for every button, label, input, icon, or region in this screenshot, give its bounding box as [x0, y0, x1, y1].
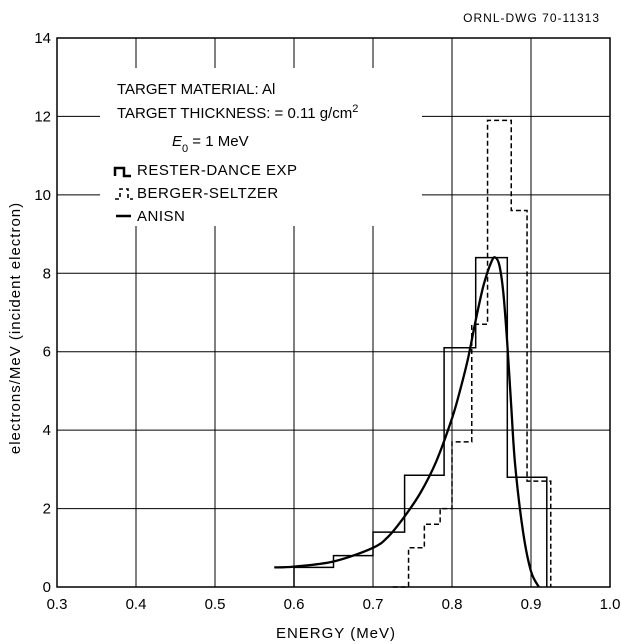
target-thickness-sup: 2 — [352, 103, 358, 115]
target-thickness-text: TARGET THICKNESS: = 0.11 g/cm — [117, 105, 352, 122]
drawing-number: ORNL-DWG 70-11313 — [463, 11, 600, 25]
series-rester-dance-exp — [293, 256, 548, 587]
y-tick-label: 2 — [43, 501, 51, 518]
plot-frame — [56, 37, 611, 588]
y-tick-label: 10 — [34, 187, 51, 204]
series-berger-seltzer — [392, 119, 552, 588]
incident-energy-var: E — [172, 133, 183, 150]
x-tick-label: 0.3 — [47, 596, 68, 613]
x-tick-label: 0.8 — [442, 596, 463, 613]
incident-energy-sub: 0 — [182, 143, 188, 155]
y-tick-label: 0 — [43, 579, 51, 596]
legend-swatch-rester-dance — [113, 166, 131, 178]
legend-label-berger-seltzer: BERGER-SELTZER — [137, 185, 279, 202]
legend-label-rester-dance: RESTER-DANCE EXP — [137, 162, 298, 179]
y-tick-label: 12 — [34, 108, 51, 125]
incident-energy-rest: = 1 MeV — [188, 133, 248, 150]
y-axis-title: electrons/MeV (incident electron) — [7, 202, 24, 454]
x-tick-label: 1.0 — [600, 596, 621, 613]
y-tick-label: 6 — [43, 344, 51, 361]
x-tick-label: 0.5 — [205, 596, 226, 613]
series-layer — [274, 119, 552, 588]
legend-label-anisn: ANISN — [137, 208, 185, 225]
incident-energy: E0 = 1 MeV — [172, 133, 249, 155]
x-tick-label: 0.9 — [521, 596, 542, 613]
y-tick-label: 8 — [43, 265, 51, 282]
x-axis-title: ENERGY (MeV) — [276, 625, 396, 642]
target-material: TARGET MATERIAL: Al — [117, 81, 275, 98]
x-tick-label: 0.7 — [363, 596, 384, 613]
target-thickness: TARGET THICKNESS: = 0.11 g/cm2 — [117, 103, 358, 122]
series-anisn — [274, 256, 540, 588]
y-tick-label: 4 — [43, 422, 51, 439]
x-axis-ticks: 0.3 0.4 0.5 0.6 0.7 0.8 0.9 1.0 — [47, 596, 621, 613]
y-tick-label: 14 — [34, 30, 51, 47]
legend: RESTER-DANCE EXP BERGER-SELTZER ANISN — [113, 162, 298, 225]
y-axis-ticks: 0 2 4 6 8 10 12 14 — [34, 30, 51, 596]
x-tick-label: 0.4 — [126, 596, 147, 613]
info-background — [100, 68, 422, 226]
x-tick-label: 0.6 — [284, 596, 305, 613]
